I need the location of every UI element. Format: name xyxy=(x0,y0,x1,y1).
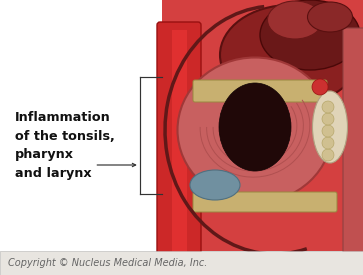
Bar xyxy=(0,251,363,275)
Ellipse shape xyxy=(268,1,322,39)
Text: Inflammation
of the tonsils,
pharynx
and larynx: Inflammation of the tonsils, pharynx and… xyxy=(15,111,114,180)
Circle shape xyxy=(322,101,334,113)
Circle shape xyxy=(322,125,334,137)
Ellipse shape xyxy=(219,83,291,171)
Ellipse shape xyxy=(178,57,333,202)
Circle shape xyxy=(322,113,334,125)
Ellipse shape xyxy=(260,0,360,70)
FancyBboxPatch shape xyxy=(193,80,327,102)
Bar xyxy=(0,0,162,251)
Ellipse shape xyxy=(190,170,240,200)
Circle shape xyxy=(322,137,334,149)
FancyBboxPatch shape xyxy=(343,28,363,267)
Circle shape xyxy=(322,149,334,161)
Bar xyxy=(162,0,363,251)
Ellipse shape xyxy=(220,5,360,105)
FancyBboxPatch shape xyxy=(157,22,201,268)
Circle shape xyxy=(312,79,328,95)
Ellipse shape xyxy=(313,91,347,163)
Bar xyxy=(172,30,187,260)
FancyBboxPatch shape xyxy=(193,192,337,212)
Text: Copyright © Nucleus Medical Media, Inc.: Copyright © Nucleus Medical Media, Inc. xyxy=(8,258,207,268)
Ellipse shape xyxy=(307,2,352,32)
